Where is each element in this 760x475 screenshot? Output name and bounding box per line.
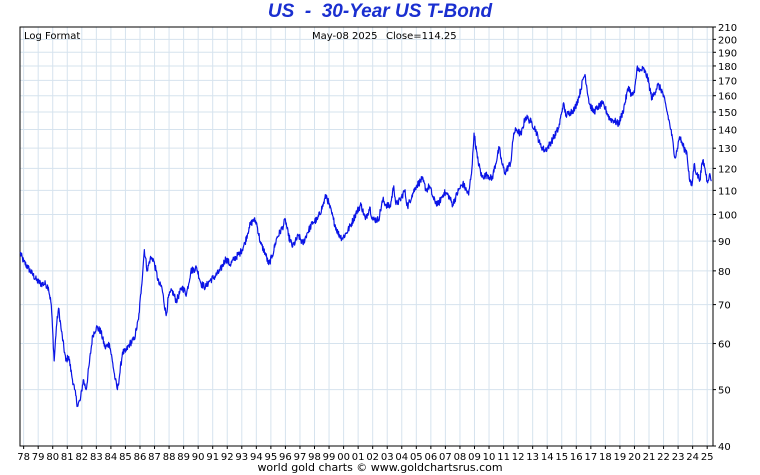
x-tick-label: 80: [46, 452, 59, 463]
x-tick-label: 98: [308, 452, 321, 463]
x-tick-label: 85: [119, 452, 132, 463]
x-tick-label: 23: [672, 452, 685, 463]
x-tick-label: 04: [395, 452, 408, 463]
x-tick-label: 19: [614, 452, 627, 463]
x-tick-label: 86: [134, 452, 147, 463]
chart-grid: [20, 26, 713, 447]
x-tick-label: 83: [90, 452, 103, 463]
x-tick-label: 22: [657, 452, 670, 463]
x-tick-label: 88: [163, 452, 176, 463]
y-tick-label: 40: [718, 442, 731, 453]
x-tick-label: 96: [279, 452, 292, 463]
x-tick-label: 14: [541, 452, 554, 463]
plot-frame: [19, 26, 714, 447]
x-tick-label: 16: [570, 452, 583, 463]
x-tick-label: 10: [483, 452, 496, 463]
y-tick-label: 150: [718, 108, 737, 119]
x-tick-label: 00: [337, 452, 350, 463]
close-label: Close=114.25: [386, 31, 457, 42]
x-tick-label: 97: [294, 452, 307, 463]
x-tick-label: 87: [148, 452, 161, 463]
x-tick-label: 20: [628, 452, 641, 463]
y-tick-label: 190: [718, 48, 737, 59]
y-tick-label: 160: [718, 92, 737, 103]
x-tick-label: 99: [323, 452, 336, 463]
x-tick-label: 91: [206, 452, 219, 463]
x-tick-label: 06: [424, 452, 437, 463]
x-tick-label: 05: [410, 452, 423, 463]
x-tick-label: 09: [468, 452, 481, 463]
x-tick-label: 78: [17, 452, 30, 463]
footer-credit: world gold charts © www.goldchartsrus.co…: [257, 461, 503, 474]
x-tick-label: 81: [61, 452, 74, 463]
x-tick-label: 02: [366, 452, 379, 463]
y-tick-label: 110: [718, 186, 737, 197]
y-tick-label: 70: [718, 301, 731, 312]
x-tick-label: 82: [75, 452, 88, 463]
x-axis-ticks: 78 79 80 81 82 83 84 85 86 87 88 89 90 91 92 93 94 95 96 97…: [17, 446, 714, 463]
y-tick-label: 180: [718, 62, 737, 73]
x-tick-label: 03: [381, 452, 394, 463]
y-tick-label: 210: [718, 23, 737, 34]
y-tick-label: 50: [718, 386, 731, 397]
x-tick-label: 79: [32, 452, 45, 463]
x-tick-label: 21: [643, 452, 656, 463]
x-tick-label: 25: [701, 452, 714, 463]
y-tick-label: 140: [718, 125, 737, 136]
x-tick-label: 11: [497, 452, 510, 463]
x-tick-label: 13: [526, 452, 539, 463]
scale-label: Log Format: [24, 31, 80, 42]
date-label: May-08 2025: [312, 31, 377, 42]
x-tick-label: 15: [555, 452, 568, 463]
y-tick-label: 170: [718, 76, 737, 87]
x-tick-label: 24: [686, 452, 699, 463]
y-axis-ticks: 40 50 60 70 80 90 100 110 120 130 140 150 160 170 180 1…: [713, 23, 737, 453]
x-tick-label: 92: [221, 452, 234, 463]
x-tick-label: 18: [599, 452, 612, 463]
x-tick-label: 89: [177, 452, 190, 463]
series-line: [19, 65, 712, 408]
x-tick-label: 01: [352, 452, 365, 463]
x-tick-label: 84: [105, 452, 118, 463]
y-tick-label: 60: [718, 340, 731, 351]
x-tick-label: 93: [235, 452, 248, 463]
y-tick-label: 130: [718, 144, 737, 155]
x-tick-label: 12: [512, 452, 525, 463]
chart-title: US - 30-Year US T-Bond: [267, 1, 493, 22]
y-tick-label: 100: [718, 210, 737, 221]
y-tick-label: 120: [718, 164, 737, 175]
y-tick-label: 90: [718, 237, 731, 248]
y-tick-label: 200: [718, 35, 737, 46]
x-tick-label: 17: [584, 452, 597, 463]
x-tick-label: 95: [265, 452, 278, 463]
x-tick-label: 90: [192, 452, 205, 463]
x-tick-label: 94: [250, 452, 263, 463]
x-tick-label: 07: [439, 452, 452, 463]
y-tick-label: 80: [718, 267, 731, 278]
x-tick-label: 08: [454, 452, 467, 463]
